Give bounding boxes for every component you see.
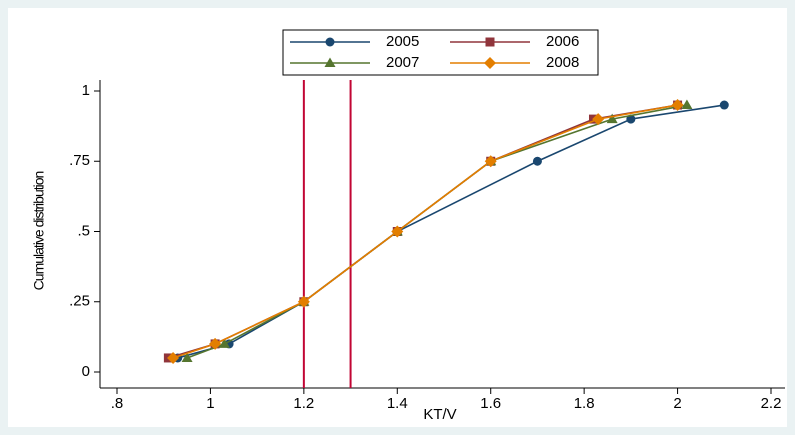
x-axis-label: KT/V bbox=[423, 406, 456, 423]
point bbox=[626, 114, 636, 124]
x-tick-label: 1.6 bbox=[480, 395, 501, 412]
point bbox=[719, 100, 729, 110]
x-tick-label: 1.2 bbox=[293, 395, 314, 412]
y-tick-label: 1 bbox=[82, 82, 90, 99]
x-tick-label: .8 bbox=[111, 395, 124, 412]
y-axis-label: Cumulative distribution bbox=[31, 171, 47, 290]
point bbox=[391, 225, 404, 238]
legend-marker bbox=[324, 57, 336, 67]
point bbox=[606, 113, 618, 124]
legend bbox=[282, 29, 599, 76]
legend-label: 2008 bbox=[546, 54, 579, 71]
y-tick-label: .75 bbox=[69, 152, 90, 169]
point bbox=[671, 99, 684, 112]
y-tick-label: .25 bbox=[69, 293, 90, 310]
y-tick-label: .5 bbox=[77, 222, 90, 239]
point bbox=[592, 113, 605, 126]
point bbox=[681, 99, 693, 110]
x-tick-label: 1.8 bbox=[574, 395, 595, 412]
legend-marker bbox=[485, 37, 495, 47]
legend-label: 2005 bbox=[386, 33, 419, 50]
x-tick-label: 1 bbox=[206, 395, 214, 412]
x-tick-label: 1.4 bbox=[387, 395, 408, 412]
point bbox=[218, 338, 230, 348]
point bbox=[297, 295, 310, 308]
legend-label: 2006 bbox=[546, 33, 579, 50]
point bbox=[532, 156, 542, 166]
point bbox=[209, 337, 222, 350]
y-tick-label: 0 bbox=[82, 363, 90, 380]
x-tick-label: 2 bbox=[673, 395, 681, 412]
plot-background bbox=[8, 8, 787, 427]
legend-marker bbox=[325, 37, 335, 47]
point bbox=[484, 155, 497, 168]
legend-marker bbox=[484, 57, 496, 69]
legend-label: 2007 bbox=[386, 54, 419, 71]
point bbox=[181, 352, 193, 362]
x-tick-label: 2.2 bbox=[761, 395, 782, 412]
point bbox=[167, 351, 180, 364]
